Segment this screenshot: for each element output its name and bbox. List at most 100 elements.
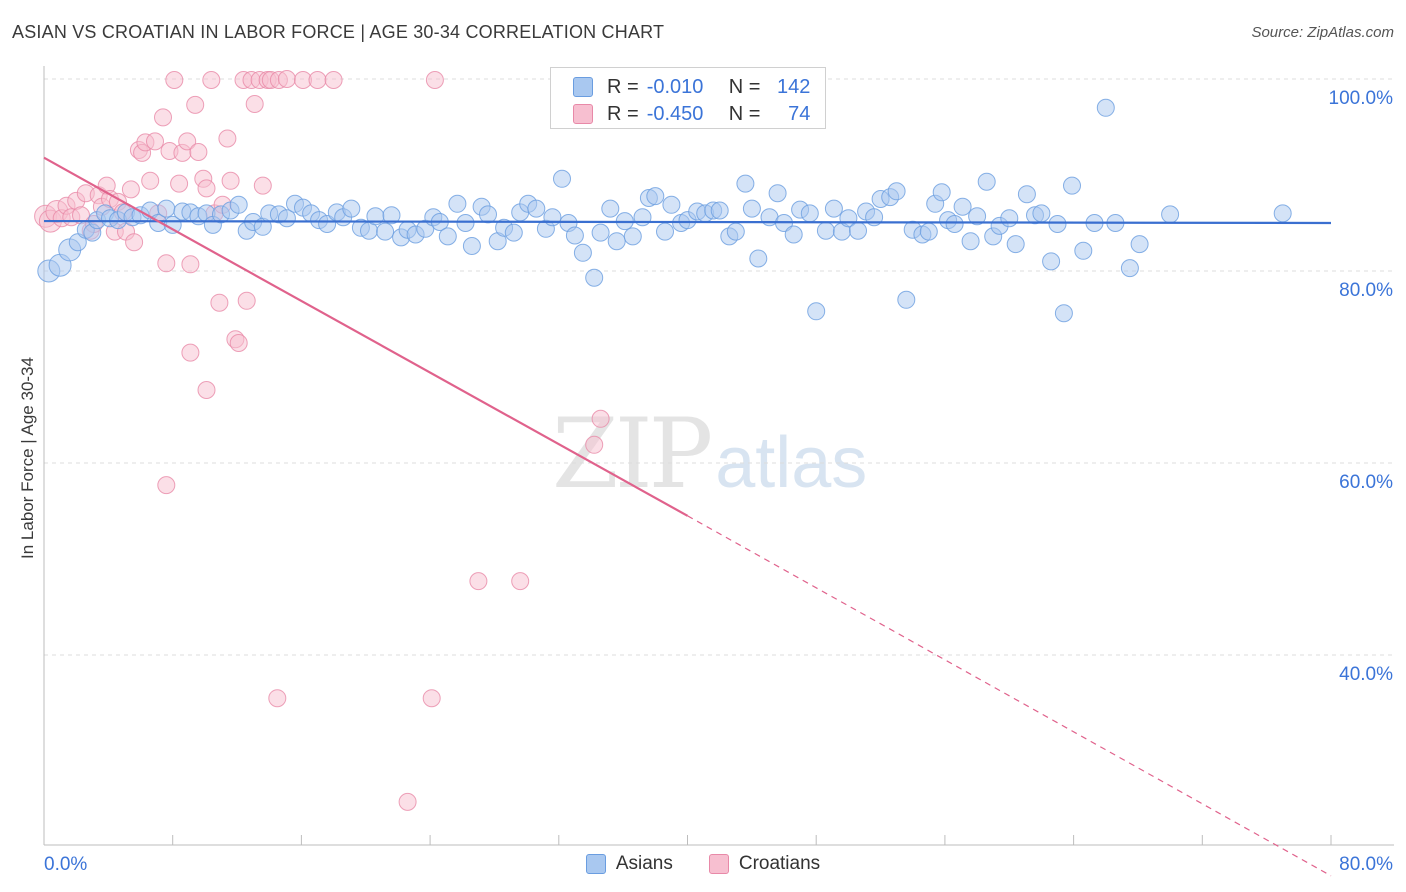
asians-point	[318, 215, 337, 233]
asians-n-value: 142	[777, 75, 811, 98]
legend-row-asians: R = -0.010 N = 142	[573, 75, 810, 99]
asians-point	[382, 206, 401, 225]
asians-point	[646, 187, 665, 206]
legend-item-asians[interactable]: Asians	[585, 853, 673, 875]
asians-point	[1000, 209, 1019, 228]
asians-point	[945, 215, 964, 233]
y-tick-label: 100.0%	[1329, 88, 1394, 109]
asians-point	[932, 183, 951, 202]
asians-point	[919, 222, 938, 241]
croatians-point	[141, 171, 160, 190]
legend-row-croatians: R = -0.450 N = 74	[573, 102, 810, 126]
asians-point	[897, 290, 916, 309]
asians-point	[438, 227, 457, 246]
croatians-r-label: R =	[607, 102, 639, 125]
croatians-point	[585, 435, 604, 454]
croatians-trend-extension	[687, 515, 1332, 877]
croatians-point	[125, 233, 144, 252]
croatians-point	[591, 409, 610, 428]
asians-point	[607, 232, 626, 251]
asians-r-label: R =	[607, 75, 639, 98]
x-tick-label: 0.0%	[44, 854, 87, 875]
asians-point	[591, 223, 610, 242]
croatians-point	[268, 689, 287, 708]
asians-point	[376, 222, 395, 241]
asians-point	[229, 195, 248, 214]
asians-point	[462, 237, 481, 255]
series-legend: Asians Croatians	[0, 852, 1406, 876]
croatians-point	[398, 792, 417, 811]
x-tick-label: 80.0%	[1339, 854, 1393, 875]
asians-point	[585, 268, 604, 287]
asians-point	[1032, 204, 1051, 223]
croatians-point	[157, 254, 176, 273]
asians-point	[601, 199, 620, 218]
croatians-n-value: 74	[788, 102, 811, 125]
asians-point	[662, 195, 681, 214]
asians-legend-label: Asians	[615, 853, 673, 874]
asians-point	[824, 199, 843, 218]
asians-point	[543, 208, 562, 227]
asians-r-value: -0.010	[646, 75, 704, 98]
asians-point	[1048, 215, 1067, 233]
chart-title: ASIAN VS CROATIAN IN LABOR FORCE | AGE 3…	[12, 22, 665, 42]
y-tick-label: 60.0%	[1339, 472, 1393, 493]
croatians-legend-label: Croatians	[738, 853, 821, 874]
asians-point	[1074, 241, 1093, 260]
trend-lines	[43, 156, 1332, 877]
croatians-point	[181, 255, 200, 274]
asians-point	[157, 199, 176, 218]
asians-point	[849, 221, 867, 240]
croatians-point	[146, 132, 164, 151]
croatians-trend-line	[43, 156, 689, 517]
asians-point	[977, 172, 996, 191]
asians-point	[1006, 235, 1025, 254]
croatians-legend-swatch	[708, 854, 729, 874]
croatians-point	[202, 71, 221, 89]
croatians-point	[221, 171, 240, 190]
asians-point	[953, 197, 972, 216]
asians-point	[1054, 304, 1073, 323]
croatians-point	[157, 476, 176, 495]
asians-point	[565, 226, 584, 245]
asians-point	[1161, 205, 1180, 224]
axes	[43, 66, 1394, 846]
croatians-point	[197, 381, 216, 399]
legend-item-croatians[interactable]: Croatians	[708, 853, 821, 875]
croatians-r-value: -0.450	[646, 102, 704, 125]
croatians-point	[181, 343, 200, 362]
asians-trend-line	[43, 219, 1332, 225]
y-tick-label: 40.0%	[1339, 664, 1393, 685]
croatians-point	[229, 334, 248, 352]
tick-labels: 100.0% 80.0% 60.0% 40.0% 0.0% 80.0%	[44, 88, 1393, 875]
asians-legend-swatch	[585, 854, 606, 874]
croatians-point	[186, 95, 205, 114]
croatians-point	[189, 143, 208, 161]
y-tick-label: 80.0%	[1339, 280, 1393, 301]
asians-point	[1273, 204, 1292, 223]
croatians-point	[218, 129, 237, 148]
asians-point	[573, 243, 592, 262]
asians-point	[968, 207, 987, 226]
asians-point	[1130, 235, 1149, 254]
croatians-point	[210, 293, 229, 312]
asians-point	[633, 208, 652, 227]
croatians-point	[425, 71, 444, 89]
croatians-point	[237, 291, 256, 310]
asians-point	[448, 194, 467, 213]
croatians-point	[170, 174, 189, 193]
croatians-points	[34, 70, 610, 811]
asians-point	[342, 199, 361, 218]
asians-point	[1017, 185, 1036, 204]
croatians-point	[165, 71, 184, 89]
croatians-point	[324, 71, 343, 89]
asians-point	[1063, 176, 1081, 195]
croatians-point	[197, 179, 216, 198]
croatians-point	[308, 71, 327, 89]
croatians-point	[422, 689, 441, 708]
asians-swatch	[573, 77, 593, 97]
asians-point	[623, 227, 642, 246]
croatians-point	[154, 108, 172, 127]
asians-n-label: N =	[728, 75, 761, 98]
